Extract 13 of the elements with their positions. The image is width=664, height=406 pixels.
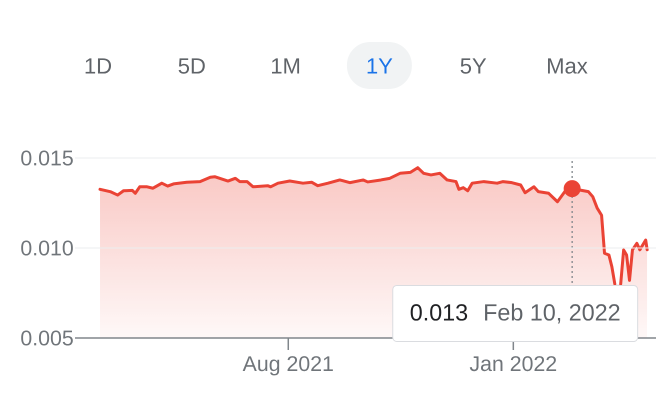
x-tick-label: Jan 2022 [470,356,556,372]
y-tick-label: 0.005 [21,330,73,346]
x-tick-label: Aug 2021 [242,356,333,376]
annotation: 0.013 [410,304,468,321]
y-tick-label: 0.010 [21,240,73,256]
text: 1M [272,58,300,74]
text: 5Y [460,58,486,74]
text: 1D [86,58,112,74]
y-tick-label: 0.015 [21,150,73,166]
text: Max [548,58,588,74]
annotation: Feb 10, 2022 [485,304,620,324]
text: 1Y [368,58,392,74]
text: 5D [178,58,205,74]
